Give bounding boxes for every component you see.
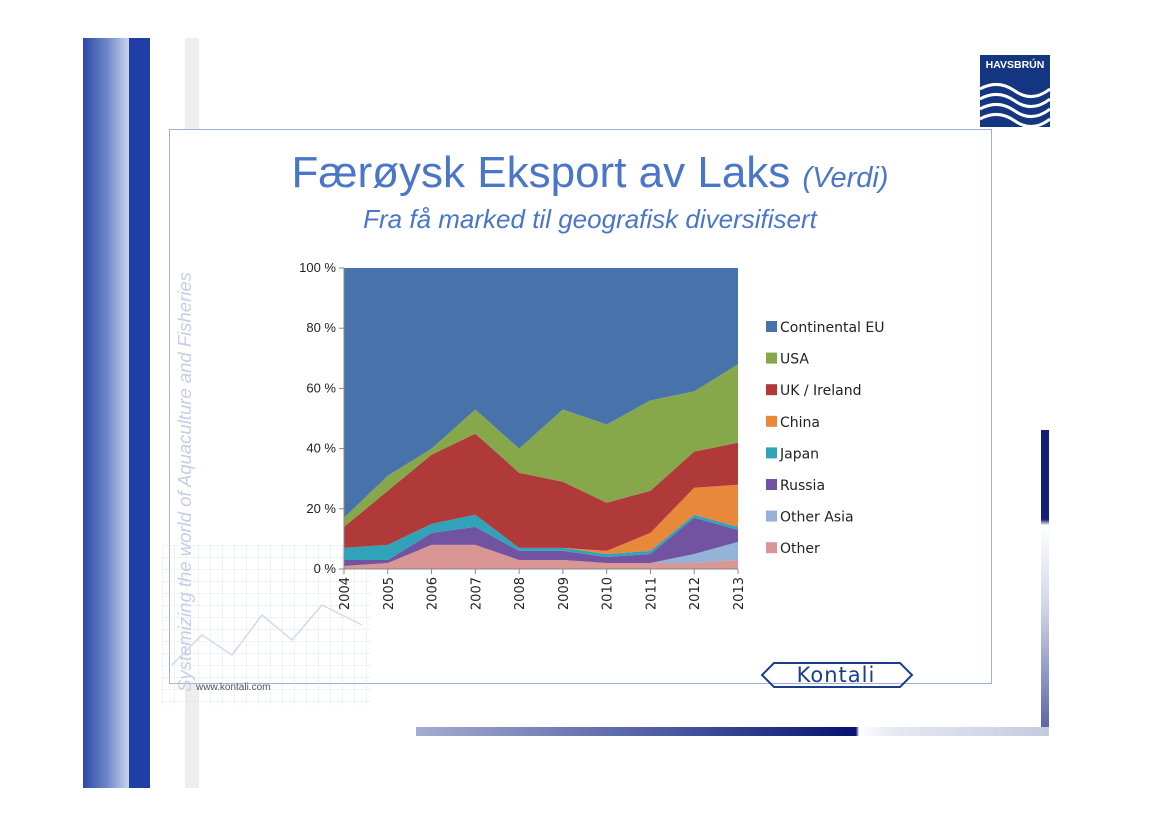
area-continental-eu bbox=[344, 268, 738, 518]
x-tick-label: 2007 bbox=[469, 577, 484, 610]
slide-title: Færøysk Eksport av Laks (Verdi) bbox=[170, 148, 1010, 198]
y-tick-label: 80 % bbox=[306, 320, 336, 335]
x-tick-label: 2004 bbox=[338, 577, 353, 610]
legend-label: USA bbox=[780, 352, 809, 368]
legend-swatch bbox=[766, 479, 777, 490]
legend-swatch bbox=[766, 415, 777, 427]
legend-swatch bbox=[766, 447, 777, 459]
right-stripe bbox=[1041, 430, 1049, 728]
wave-icon bbox=[980, 83, 1050, 127]
chart-axes: 0 % 20 % 40 % 60 % 80 % 100 % 2004 2005 2006 2007… bbox=[299, 260, 747, 610]
x-tick-label: 2008 bbox=[513, 577, 528, 610]
legend-label: Other bbox=[780, 541, 820, 557]
bottom-bar bbox=[416, 727, 1049, 736]
kontali-logo-text: Kontali bbox=[796, 663, 876, 687]
area-russia bbox=[344, 517, 738, 566]
kontali-url: www.kontali.com bbox=[196, 682, 271, 693]
x-tick-label: 2010 bbox=[601, 577, 616, 610]
title-suffix: (Verdi) bbox=[802, 162, 889, 194]
left-gradient-stripe bbox=[83, 38, 129, 788]
y-tick-label: 40 % bbox=[306, 441, 336, 456]
x-tick-label: 2013 bbox=[732, 577, 747, 610]
legend-label: Other Asia bbox=[780, 510, 854, 526]
x-tick-label: 2009 bbox=[557, 577, 572, 610]
title-main: Færøysk Eksport av Laks bbox=[291, 148, 791, 197]
area-uk-ireland bbox=[344, 433, 738, 551]
y-tick-label: 20 % bbox=[306, 501, 336, 516]
legend-label: Japan bbox=[779, 446, 819, 462]
x-tick-label: 2006 bbox=[426, 577, 441, 610]
area-other bbox=[344, 544, 738, 569]
y-tick-label: 100 % bbox=[299, 260, 336, 275]
x-tick-label: 2011 bbox=[644, 577, 659, 610]
kontali-logo bbox=[760, 662, 914, 688]
legend-swatch bbox=[766, 384, 777, 396]
y-tick-label: 60 % bbox=[306, 380, 336, 395]
chart-areas bbox=[344, 268, 738, 569]
area-china bbox=[344, 484, 738, 554]
area-usa bbox=[344, 364, 738, 527]
legend-swatch bbox=[766, 321, 777, 332]
y-tick-label: 0 % bbox=[314, 561, 337, 576]
havsbrun-logo-text: HAVSBRÚN bbox=[985, 59, 1045, 71]
slide-subtitle: Fra få marked til geografisk diversifise… bbox=[363, 204, 817, 234]
chart-legend: Continental EU USA UK / Ireland China Japan R… bbox=[766, 320, 884, 557]
x-tick-label: 2005 bbox=[382, 577, 397, 610]
legend-swatch bbox=[766, 510, 777, 522]
legend-label: Russia bbox=[780, 478, 825, 494]
legend-label: UK / Ireland bbox=[780, 383, 861, 399]
havsbrun-logo: HAVSBRÚN bbox=[980, 55, 1050, 127]
area-japan bbox=[344, 514, 738, 560]
legend-swatch bbox=[766, 352, 777, 364]
grid-decoration bbox=[162, 545, 372, 705]
legend-label: Continental EU bbox=[780, 320, 884, 336]
legend-label: China bbox=[780, 415, 820, 431]
left-dark-stripe bbox=[129, 38, 150, 788]
x-tick-label: 2012 bbox=[688, 577, 703, 610]
legend-swatch bbox=[766, 542, 777, 554]
